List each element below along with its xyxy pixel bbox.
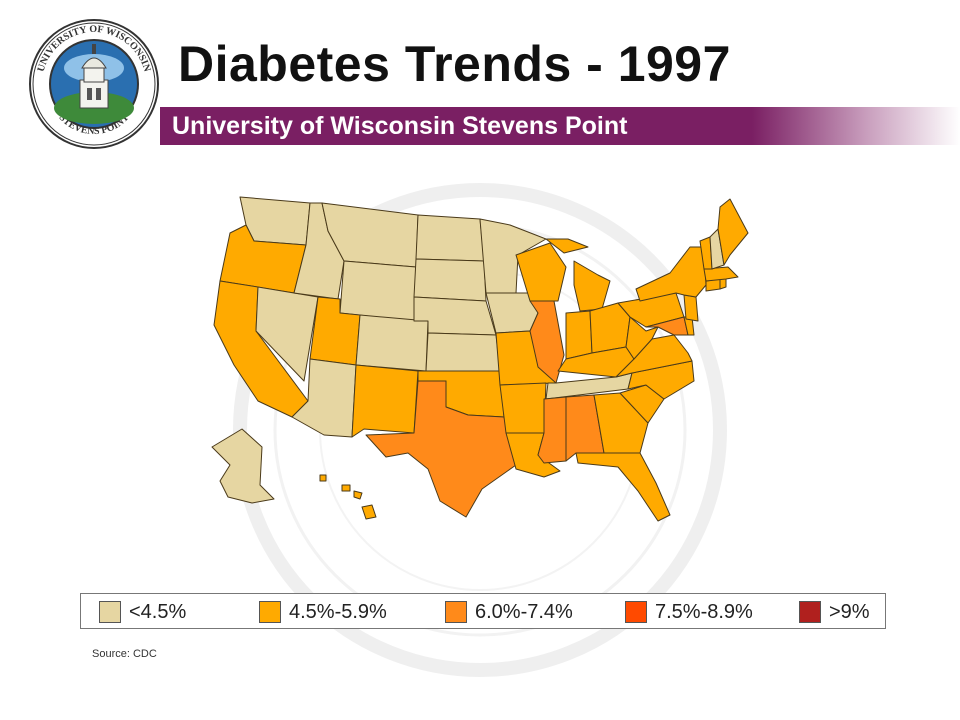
state-ME[interactable] (717, 198, 749, 266)
state-NJ[interactable] (683, 294, 699, 322)
legend-label: 7.5%-8.9% (655, 601, 753, 623)
legend-label: <4.5% (129, 601, 187, 623)
state-MI-UP[interactable] (545, 238, 589, 254)
us-diabetes-map (211, 196, 749, 522)
legend-swatch (445, 601, 467, 623)
state-AR[interactable] (499, 382, 547, 434)
state-WI[interactable] (515, 242, 567, 302)
state-WY[interactable] (339, 260, 417, 322)
university-seal-icon: UNIVERSITY OF WISCONSIN STEVENS POINT (29, 19, 159, 149)
state-FL[interactable] (575, 452, 671, 522)
state-HI[interactable] (319, 474, 377, 520)
state-AK[interactable] (211, 428, 275, 504)
legend-label: 6.0%-7.4% (475, 601, 573, 623)
legend-swatch (625, 601, 647, 623)
state-RI[interactable] (719, 278, 727, 290)
state-MI[interactable] (573, 260, 611, 312)
state-KS[interactable] (425, 332, 501, 372)
state-TX[interactable] (365, 380, 517, 518)
state-GA[interactable] (593, 392, 649, 454)
state-MA[interactable] (703, 266, 739, 282)
legend-swatch (259, 601, 281, 623)
state-NY[interactable] (635, 246, 707, 302)
subtitle: University of Wisconsin Stevens Point (172, 112, 628, 140)
source-note: Source: CDC (92, 648, 157, 660)
legend-swatch (99, 601, 121, 623)
state-CO[interactable] (355, 314, 429, 372)
page-title: Diabetes Trends - 1997 (178, 36, 731, 92)
legend-swatch (799, 601, 821, 623)
state-IN[interactable] (565, 310, 593, 360)
state-NM[interactable] (351, 364, 419, 438)
subtitle-banner: University of Wisconsin Stevens Point (160, 107, 960, 145)
legend-label: >9% (829, 601, 870, 623)
state-IL[interactable] (529, 300, 565, 384)
map-legend: <4.5% 4.5%-5.9% 6.0%-7.4% 7.5%-8.9% >9% (80, 593, 886, 629)
state-MD[interactable] (645, 316, 689, 336)
legend-label: 4.5%-5.9% (289, 601, 387, 623)
state-SD[interactable] (413, 258, 487, 302)
state-ND[interactable] (415, 214, 485, 262)
